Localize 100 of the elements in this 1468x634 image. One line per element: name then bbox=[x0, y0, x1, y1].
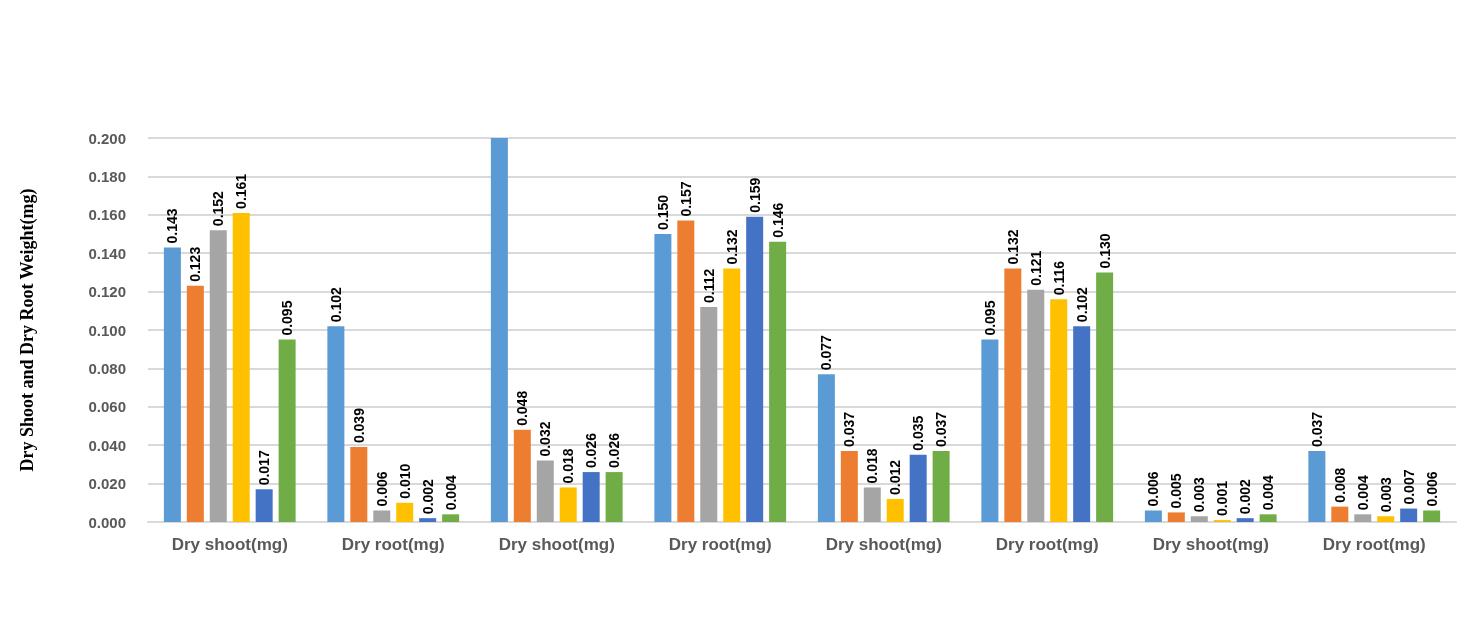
data-label: 0.132 bbox=[723, 229, 740, 265]
bar bbox=[863, 487, 881, 522]
y-tick-label: 0.060 bbox=[88, 398, 126, 416]
data-label: 0.095 bbox=[279, 300, 296, 336]
data-label: 0.007 bbox=[1400, 469, 1417, 505]
bar bbox=[490, 138, 508, 522]
bar bbox=[746, 216, 764, 522]
data-label: 0.132 bbox=[1004, 229, 1021, 265]
bar bbox=[1377, 516, 1395, 522]
bar bbox=[1073, 326, 1091, 522]
x-tick-label: Dry shoot(mg) bbox=[1152, 535, 1269, 554]
data-label: 0.002 bbox=[419, 478, 436, 515]
y-tick-label: 0.100 bbox=[88, 321, 126, 339]
data-label: 0.039 bbox=[350, 407, 367, 444]
data-label: 0.012 bbox=[887, 459, 904, 495]
y-tick-label: 0.080 bbox=[88, 359, 126, 377]
y-axis-title: Dry Shoot and Dry Root Weight(mg) bbox=[17, 188, 38, 472]
bar bbox=[1050, 299, 1068, 522]
bar bbox=[605, 472, 623, 522]
data-label: 0.004 bbox=[1260, 475, 1277, 511]
bar bbox=[1259, 514, 1277, 522]
bar bbox=[1331, 506, 1349, 522]
data-label: 0.004 bbox=[1354, 475, 1371, 511]
data-label: 0.002 bbox=[1237, 478, 1254, 515]
bar bbox=[1144, 510, 1162, 522]
bar bbox=[932, 450, 950, 522]
data-label: 0.121 bbox=[1027, 250, 1044, 286]
bar bbox=[1308, 450, 1326, 522]
data-label: 0.003 bbox=[1377, 476, 1394, 513]
bar bbox=[278, 339, 296, 522]
bar bbox=[327, 326, 345, 522]
bar bbox=[232, 212, 250, 522]
bar bbox=[419, 518, 437, 522]
data-label: 0.004 bbox=[442, 475, 459, 511]
data-label: 0.017 bbox=[256, 450, 273, 486]
data-label: 0.008 bbox=[1331, 467, 1348, 503]
bar bbox=[840, 450, 858, 522]
data-label: 0.150 bbox=[654, 194, 671, 230]
data-label: 0.037 bbox=[1308, 411, 1325, 447]
data-label: 0.077 bbox=[818, 334, 835, 371]
bar bbox=[909, 454, 927, 522]
data-label: 0.112 bbox=[700, 268, 717, 303]
y-tick-label: 0.120 bbox=[88, 283, 126, 301]
x-tick-label: Dry shoot(mg) bbox=[171, 535, 288, 554]
x-tick-label: Dry root(mg) bbox=[995, 535, 1099, 554]
bar bbox=[1167, 512, 1185, 522]
x-tick-label: Dry shoot(mg) bbox=[498, 535, 615, 554]
bar bbox=[981, 339, 999, 522]
data-label: 0.018 bbox=[864, 448, 881, 484]
bar bbox=[817, 374, 835, 522]
y-tick-label: 0.140 bbox=[88, 244, 126, 262]
bar bbox=[536, 460, 554, 522]
bar bbox=[1190, 516, 1208, 522]
data-label: 0.116 bbox=[1050, 260, 1067, 296]
bar bbox=[700, 306, 718, 522]
data-label: 0.130 bbox=[1096, 233, 1113, 269]
bar bbox=[373, 510, 391, 522]
bar bbox=[582, 472, 600, 522]
data-label: 0.001 bbox=[1214, 480, 1231, 517]
x-tick-label: Dry shoot(mg) bbox=[825, 535, 942, 554]
y-tick-label: 0.180 bbox=[88, 167, 126, 185]
bar bbox=[1004, 268, 1022, 522]
data-label: 0.026 bbox=[583, 432, 600, 469]
data-label: 0.157 bbox=[677, 181, 694, 217]
data-label: 0.006 bbox=[373, 471, 390, 507]
y-tick-label: 0.000 bbox=[88, 513, 126, 531]
x-tick-label: Dry root(mg) bbox=[341, 535, 445, 554]
data-label: 0.102 bbox=[327, 286, 344, 323]
data-label: 0.161 bbox=[233, 173, 250, 209]
bar bbox=[1096, 272, 1114, 522]
data-label: 0.037 bbox=[841, 411, 858, 447]
y-tick-label: 0.040 bbox=[88, 436, 126, 454]
bar bbox=[350, 447, 368, 522]
data-label: 0.006 bbox=[1145, 471, 1162, 507]
bar bbox=[1027, 289, 1045, 522]
data-label: 0.123 bbox=[187, 246, 204, 282]
bar bbox=[186, 285, 204, 522]
bar bbox=[1354, 514, 1372, 522]
data-label: 0.006 bbox=[1423, 471, 1440, 507]
data-label: 0.018 bbox=[560, 448, 577, 484]
bar bbox=[442, 514, 460, 522]
x-tick-label: Dry root(mg) bbox=[668, 535, 772, 554]
x-tick-label: Dry root(mg) bbox=[1322, 535, 1426, 554]
data-label: 0.005 bbox=[1168, 473, 1185, 509]
bar bbox=[209, 230, 227, 522]
data-label: 0.010 bbox=[396, 463, 413, 499]
bar bbox=[255, 489, 273, 522]
bar bbox=[163, 247, 181, 522]
bar bbox=[886, 498, 904, 522]
bar bbox=[769, 241, 787, 522]
data-label: 0.152 bbox=[210, 190, 227, 227]
data-label: 0.159 bbox=[746, 177, 763, 213]
bar bbox=[1236, 518, 1254, 522]
data-label: 0.003 bbox=[1191, 476, 1208, 513]
y-tick-label: 0.020 bbox=[88, 475, 126, 493]
data-label: 0.146 bbox=[769, 202, 786, 238]
data-label: 0.032 bbox=[537, 421, 554, 457]
bar bbox=[1423, 510, 1441, 522]
data-label: 0.037 bbox=[933, 411, 950, 447]
data-label: 0.035 bbox=[910, 415, 927, 451]
